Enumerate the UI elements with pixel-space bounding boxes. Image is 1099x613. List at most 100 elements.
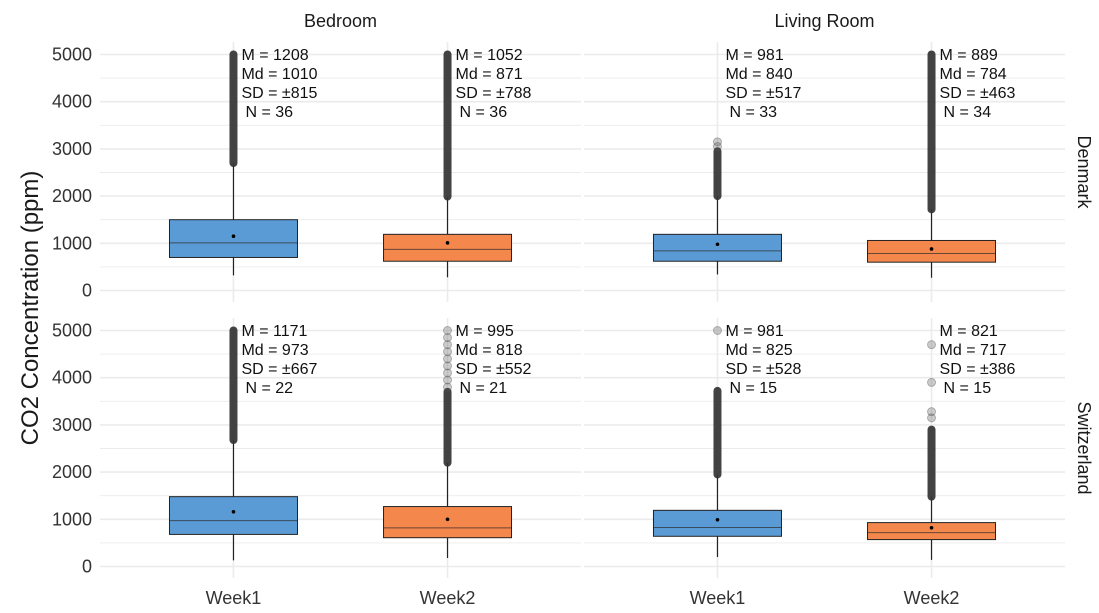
mean-point	[715, 517, 720, 522]
box-week2: M = 889 Md = 784 SD = ±463 N = 34	[867, 47, 1016, 278]
stat-md: Md = 825	[725, 342, 792, 359]
outlier-point	[927, 413, 937, 423]
stat-m: M = 981	[725, 323, 783, 340]
outlier-point	[712, 137, 722, 147]
panel-switzerland-living-room: M = 981 Md = 825 SD = ±528 N = 15 M = 821 Md …	[584, 318, 1065, 578]
box-iqr	[168, 219, 298, 258]
box-week1: M = 981 Md = 825 SD = ±528 N = 15	[652, 323, 802, 558]
mean-point	[929, 525, 934, 530]
box-week1: M = 981 Md = 840 SD = ±517 N = 33	[652, 47, 802, 275]
x-tick-label: Week2	[904, 588, 960, 608]
stat-sd: SD = ±667	[241, 361, 317, 378]
mean-point	[929, 247, 934, 251]
panel-denmark-living-room: M = 981 Md = 840 SD = ±517 N = 33 M = 889 Md …	[584, 42, 1065, 302]
stats-annotation: M = 1052 Md = 871 SD = ±788 N = 36	[456, 47, 532, 121]
outlier-point	[443, 340, 453, 350]
y-tick-label: 1000	[52, 233, 92, 253]
col-strip-bedroom: Bedroom	[304, 11, 377, 31]
y-tick-label: 3000	[52, 415, 92, 435]
outlier-point	[927, 407, 937, 417]
stat-sd: SD = ±386	[940, 361, 1016, 378]
y-tick-label: 4000	[52, 368, 92, 388]
outlier-point	[443, 347, 453, 357]
stat-md: Md = 818	[456, 342, 523, 359]
box-iqr	[652, 233, 782, 262]
stat-n: N = 15	[729, 380, 777, 397]
stat-m: M = 821	[940, 323, 998, 340]
x-tick-label: Week1	[690, 588, 746, 608]
stat-n: N = 36	[245, 104, 293, 121]
mean-point	[445, 517, 450, 522]
box-iqr	[867, 239, 997, 263]
outlier-point	[443, 333, 453, 343]
stats-annotation: M = 889 Md = 784 SD = ±463 N = 34	[940, 47, 1016, 121]
y-axis-label: CO2 Concentration (ppm)	[17, 171, 44, 446]
y-tick-label: 0	[82, 281, 92, 301]
stat-m: M = 981	[725, 47, 783, 64]
box-week2: M = 821 Md = 717 SD = ±386 N = 15	[867, 323, 1016, 560]
x-tick-label: Week2	[420, 588, 476, 608]
outlier-point	[927, 340, 937, 350]
axes-layer: 0 1000 2000 3000 4000 5000 0 1000 2000 3000 4000 50…	[52, 45, 959, 609]
stats-annotation: M = 995 Md = 818 SD = ±552 N = 21	[456, 323, 532, 397]
row-strip-switzerland: Switzerland	[1074, 401, 1094, 494]
stat-sd: SD = ±552	[456, 361, 532, 378]
stat-n: N = 33	[729, 104, 777, 121]
y-tick-label: 5000	[52, 45, 92, 65]
col-strip-living-room: Living Room	[774, 11, 874, 31]
stat-n: N = 36	[460, 104, 508, 121]
box-week1: M = 1208 Md = 1010 SD = ±815 N = 36	[168, 47, 318, 276]
y-tick-label: 5000	[52, 321, 92, 341]
outlier-point	[443, 382, 453, 392]
stat-sd: SD = ±528	[725, 361, 801, 378]
stats-annotation: M = 1208 Md = 1010 SD = ±815 N = 36	[241, 47, 317, 121]
x-tick-label: Week1	[206, 588, 262, 608]
stat-md: Md = 871	[456, 66, 523, 83]
stats-annotation: M = 981 Md = 840 SD = ±517 N = 33	[725, 47, 801, 121]
outlier-point	[443, 375, 453, 385]
stat-sd: SD = ±517	[725, 85, 801, 102]
box-week1: M = 1171 Md = 973 SD = ±667 N = 22	[168, 323, 318, 561]
box-iqr	[383, 233, 513, 262]
stat-sd: SD = ±815	[241, 85, 317, 102]
y-tick-label: 4000	[52, 92, 92, 112]
stat-md: Md = 973	[241, 342, 308, 359]
box-iqr	[168, 496, 298, 535]
row-strip-denmark: Denmark	[1074, 135, 1094, 209]
mean-point	[445, 241, 450, 245]
box-iqr	[867, 522, 997, 541]
box-iqr	[652, 509, 782, 537]
stat-md: Md = 717	[940, 342, 1007, 359]
stat-sd: SD = ±788	[456, 85, 532, 102]
outlier-point	[443, 326, 453, 335]
panel-switzerland-bedroom: M = 1171 Md = 973 SD = ±667 N = 22 M = 995 Md…	[100, 318, 581, 578]
outlier-point	[443, 368, 453, 378]
stat-m: M = 1052	[456, 47, 523, 64]
stats-annotation: M = 821 Md = 717 SD = ±386 N = 15	[940, 323, 1016, 397]
outlier-point	[927, 377, 937, 387]
stat-md: Md = 840	[725, 66, 792, 83]
box-iqr	[383, 506, 513, 539]
y-tick-label: 2000	[52, 462, 92, 482]
stat-sd: SD = ±463	[940, 85, 1016, 102]
outlier-point	[443, 361, 453, 371]
stat-n: N = 22	[245, 380, 293, 397]
y-tick-label: 0	[82, 557, 92, 577]
outlier-point	[443, 354, 453, 364]
outlier-point	[712, 326, 722, 335]
facet-strips: Bedroom Living Room Denmark Switzerland	[304, 11, 1094, 495]
stat-m: M = 995	[456, 323, 514, 340]
stat-n: N = 34	[944, 104, 992, 121]
stat-md: Md = 1010	[241, 66, 317, 83]
stat-m: M = 1171	[241, 323, 307, 340]
mean-point	[231, 509, 236, 514]
box-week2: M = 995 Md = 818 SD = ±552 N = 21	[383, 323, 532, 559]
box-week2: M = 1052 Md = 871 SD = ±788 N = 36	[383, 47, 532, 278]
mean-point	[715, 242, 720, 247]
stat-md: Md = 784	[940, 66, 1007, 83]
stat-n: N = 15	[944, 380, 992, 397]
y-tick-label: 2000	[52, 186, 92, 206]
